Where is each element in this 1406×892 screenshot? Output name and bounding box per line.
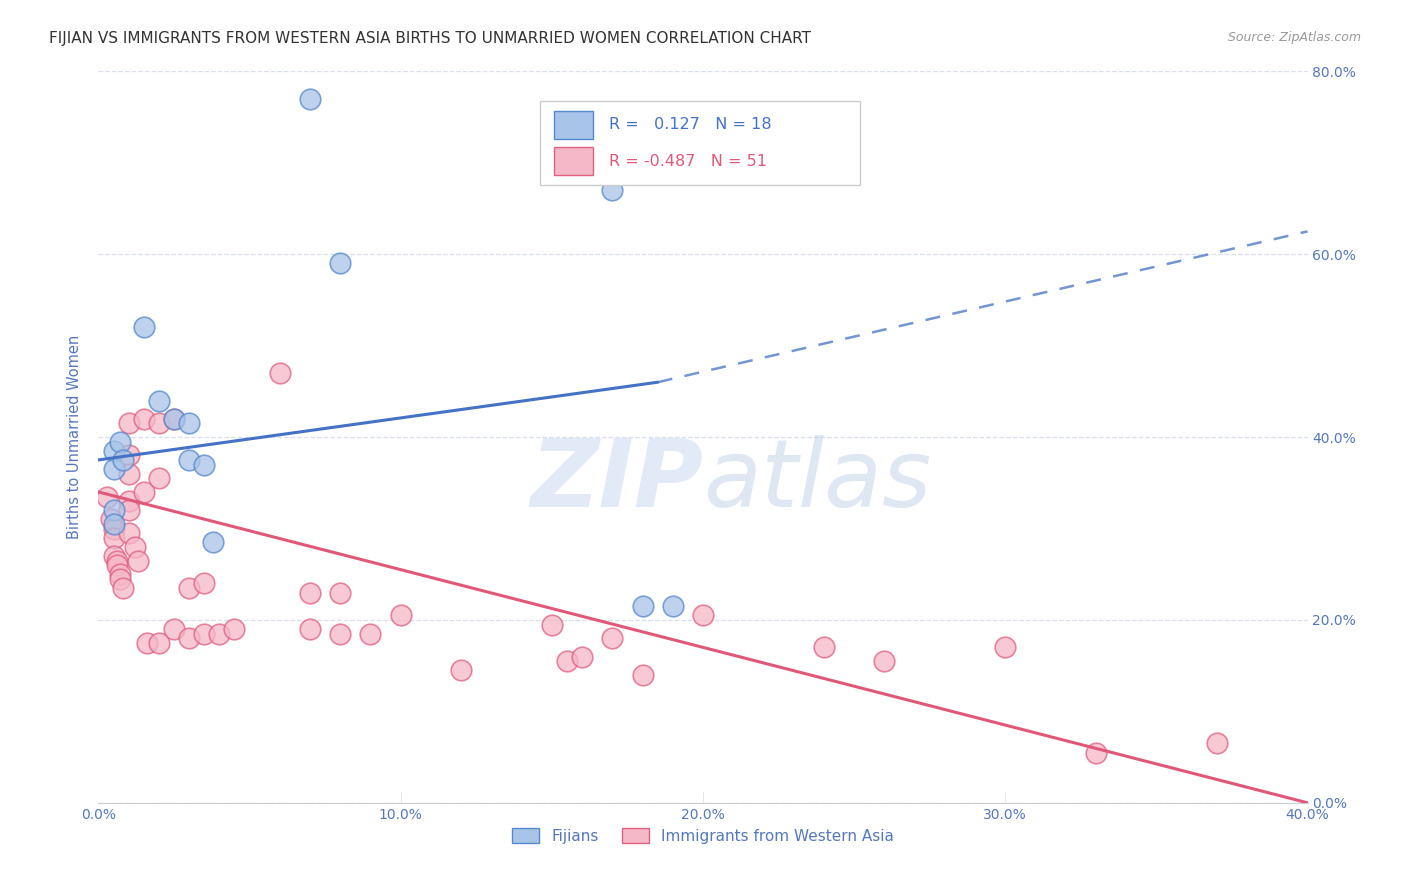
Point <box>631 599 654 614</box>
Point <box>813 640 835 655</box>
Point <box>299 585 322 599</box>
Text: Source: ZipAtlas.com: Source: ZipAtlas.com <box>1227 31 1361 45</box>
Point <box>111 453 134 467</box>
FancyBboxPatch shape <box>554 147 593 175</box>
Point <box>602 183 624 197</box>
Point <box>540 617 562 632</box>
Point <box>118 448 141 462</box>
Point <box>224 622 246 636</box>
Point <box>269 366 291 380</box>
Point <box>299 622 322 636</box>
Point <box>208 626 231 640</box>
Point <box>329 585 352 599</box>
Point <box>103 462 125 476</box>
Point <box>193 626 215 640</box>
Point <box>193 576 215 591</box>
Point <box>571 649 593 664</box>
Point <box>148 471 170 485</box>
Point <box>103 443 125 458</box>
Point <box>631 667 654 681</box>
Point <box>103 531 125 545</box>
Point <box>103 521 125 535</box>
Point <box>127 553 149 567</box>
Point <box>135 636 157 650</box>
FancyBboxPatch shape <box>540 101 860 185</box>
Point <box>105 553 128 567</box>
Text: ZIP: ZIP <box>530 435 703 527</box>
Point <box>132 412 155 426</box>
Point <box>661 599 683 614</box>
Point <box>389 608 412 623</box>
Point <box>118 417 141 431</box>
Point <box>118 467 141 481</box>
Point <box>148 417 170 431</box>
Point <box>132 485 155 500</box>
Point <box>692 608 714 623</box>
Point <box>132 320 155 334</box>
Point <box>179 417 201 431</box>
Point <box>111 581 134 595</box>
Legend: Fijians, Immigrants from Western Asia: Fijians, Immigrants from Western Asia <box>506 822 900 850</box>
Point <box>148 636 170 650</box>
Point <box>163 412 186 426</box>
Point <box>100 512 122 526</box>
Point <box>299 92 322 106</box>
Point <box>163 622 186 636</box>
Point <box>105 558 128 573</box>
Text: R =   0.127   N = 18: R = 0.127 N = 18 <box>609 117 772 132</box>
Point <box>108 567 131 582</box>
Point <box>1085 746 1108 760</box>
Point <box>329 256 352 270</box>
Point <box>179 581 201 595</box>
Point <box>103 549 125 563</box>
Point <box>124 540 146 554</box>
Text: R = -0.487   N = 51: R = -0.487 N = 51 <box>609 153 766 169</box>
Point <box>96 490 118 504</box>
Point <box>108 572 131 586</box>
Point <box>555 654 578 668</box>
Point <box>179 632 201 646</box>
Point <box>873 654 896 668</box>
Point <box>148 393 170 408</box>
Point <box>329 626 352 640</box>
Point <box>602 632 624 646</box>
Text: FIJIAN VS IMMIGRANTS FROM WESTERN ASIA BIRTHS TO UNMARRIED WOMEN CORRELATION CHA: FIJIAN VS IMMIGRANTS FROM WESTERN ASIA B… <box>49 31 811 46</box>
Point <box>163 412 186 426</box>
Point <box>103 503 125 517</box>
Point <box>994 640 1017 655</box>
Point <box>360 626 382 640</box>
Point <box>1206 736 1229 750</box>
Point <box>450 663 472 677</box>
Point <box>118 494 141 508</box>
Text: atlas: atlas <box>703 435 931 526</box>
Point <box>202 535 225 549</box>
Point <box>118 503 141 517</box>
Point <box>108 434 131 449</box>
Point <box>179 453 201 467</box>
FancyBboxPatch shape <box>554 111 593 138</box>
Y-axis label: Births to Unmarried Women: Births to Unmarried Women <box>67 335 83 539</box>
Point <box>193 458 215 472</box>
Point <box>118 526 141 541</box>
Point <box>103 516 125 531</box>
